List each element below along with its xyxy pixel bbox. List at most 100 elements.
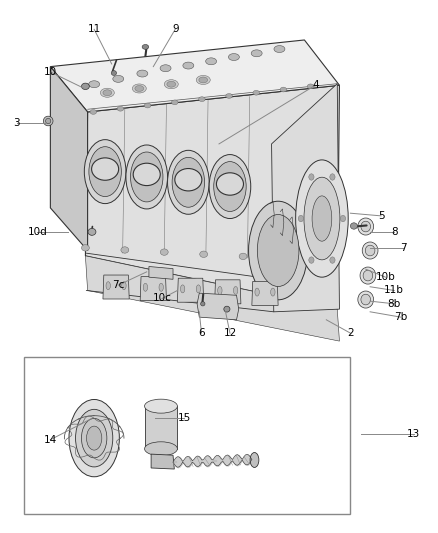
Text: 4: 4 xyxy=(312,80,319,90)
Ellipse shape xyxy=(296,160,348,277)
Text: 11: 11 xyxy=(88,25,101,34)
Text: 10c: 10c xyxy=(152,294,172,303)
Polygon shape xyxy=(50,67,88,251)
Ellipse shape xyxy=(81,418,107,458)
Text: 3: 3 xyxy=(13,118,20,127)
Ellipse shape xyxy=(137,70,148,77)
Text: 10b: 10b xyxy=(375,272,396,282)
Ellipse shape xyxy=(224,306,230,312)
Ellipse shape xyxy=(304,177,340,260)
Ellipse shape xyxy=(122,281,126,290)
Ellipse shape xyxy=(133,163,160,185)
Ellipse shape xyxy=(257,214,299,287)
Text: 8: 8 xyxy=(391,227,398,237)
Ellipse shape xyxy=(214,161,246,212)
Text: 7c: 7c xyxy=(112,280,124,290)
Ellipse shape xyxy=(274,46,285,53)
Ellipse shape xyxy=(76,409,113,467)
Ellipse shape xyxy=(365,245,375,256)
Ellipse shape xyxy=(90,110,96,115)
Ellipse shape xyxy=(218,287,222,295)
Polygon shape xyxy=(85,85,339,309)
Text: 10d: 10d xyxy=(27,227,47,237)
Ellipse shape xyxy=(200,251,208,257)
Ellipse shape xyxy=(43,116,53,126)
Ellipse shape xyxy=(362,242,378,259)
Ellipse shape xyxy=(144,103,151,108)
Ellipse shape xyxy=(111,70,117,76)
Ellipse shape xyxy=(226,93,233,98)
Ellipse shape xyxy=(233,287,238,295)
Text: 13: 13 xyxy=(407,430,420,439)
Ellipse shape xyxy=(255,288,259,296)
Polygon shape xyxy=(197,293,239,320)
Ellipse shape xyxy=(180,285,185,293)
Ellipse shape xyxy=(358,218,374,235)
Ellipse shape xyxy=(86,426,102,450)
Ellipse shape xyxy=(89,147,121,197)
Ellipse shape xyxy=(106,281,110,290)
Ellipse shape xyxy=(113,76,124,83)
Ellipse shape xyxy=(172,100,178,104)
Ellipse shape xyxy=(164,79,178,88)
Ellipse shape xyxy=(145,399,177,413)
Ellipse shape xyxy=(81,245,89,251)
Text: 15: 15 xyxy=(177,414,191,423)
Ellipse shape xyxy=(160,249,168,255)
Ellipse shape xyxy=(131,152,163,202)
Ellipse shape xyxy=(103,90,112,96)
Ellipse shape xyxy=(46,118,51,124)
Ellipse shape xyxy=(251,50,262,57)
Ellipse shape xyxy=(143,284,148,291)
Polygon shape xyxy=(215,280,241,304)
Ellipse shape xyxy=(145,442,177,456)
Ellipse shape xyxy=(84,140,126,204)
Text: 12: 12 xyxy=(223,328,237,338)
Ellipse shape xyxy=(199,77,208,83)
Ellipse shape xyxy=(209,155,251,219)
Polygon shape xyxy=(151,454,174,469)
Ellipse shape xyxy=(358,291,374,308)
Ellipse shape xyxy=(216,173,244,195)
Ellipse shape xyxy=(309,174,314,180)
Polygon shape xyxy=(272,84,339,312)
Ellipse shape xyxy=(196,75,210,85)
Ellipse shape xyxy=(196,285,201,293)
Ellipse shape xyxy=(363,270,373,281)
Text: 6: 6 xyxy=(198,328,205,338)
Polygon shape xyxy=(149,266,173,279)
Ellipse shape xyxy=(183,62,194,69)
Ellipse shape xyxy=(132,84,146,93)
Text: 14: 14 xyxy=(44,435,57,445)
Ellipse shape xyxy=(298,215,304,222)
Ellipse shape xyxy=(330,257,335,263)
Text: 5: 5 xyxy=(378,211,385,221)
Text: 10: 10 xyxy=(44,67,57,77)
Ellipse shape xyxy=(280,87,287,92)
Polygon shape xyxy=(177,278,204,302)
Ellipse shape xyxy=(360,267,376,284)
Ellipse shape xyxy=(271,288,275,296)
Text: 8b: 8b xyxy=(388,299,401,309)
Ellipse shape xyxy=(167,82,176,87)
Ellipse shape xyxy=(135,86,144,92)
Ellipse shape xyxy=(175,168,202,191)
Polygon shape xyxy=(85,256,339,341)
Ellipse shape xyxy=(340,215,346,222)
Bar xyxy=(24,357,350,514)
Ellipse shape xyxy=(121,247,129,253)
Ellipse shape xyxy=(172,157,205,207)
Ellipse shape xyxy=(250,453,259,467)
Ellipse shape xyxy=(126,145,168,209)
Polygon shape xyxy=(140,277,166,301)
Text: 2: 2 xyxy=(347,328,354,338)
Ellipse shape xyxy=(198,96,205,101)
Ellipse shape xyxy=(361,221,371,232)
Polygon shape xyxy=(252,281,278,305)
Ellipse shape xyxy=(117,106,124,111)
Ellipse shape xyxy=(312,196,332,241)
Polygon shape xyxy=(103,275,129,299)
Text: 7: 7 xyxy=(399,243,406,253)
Ellipse shape xyxy=(167,150,209,214)
Polygon shape xyxy=(50,40,339,112)
